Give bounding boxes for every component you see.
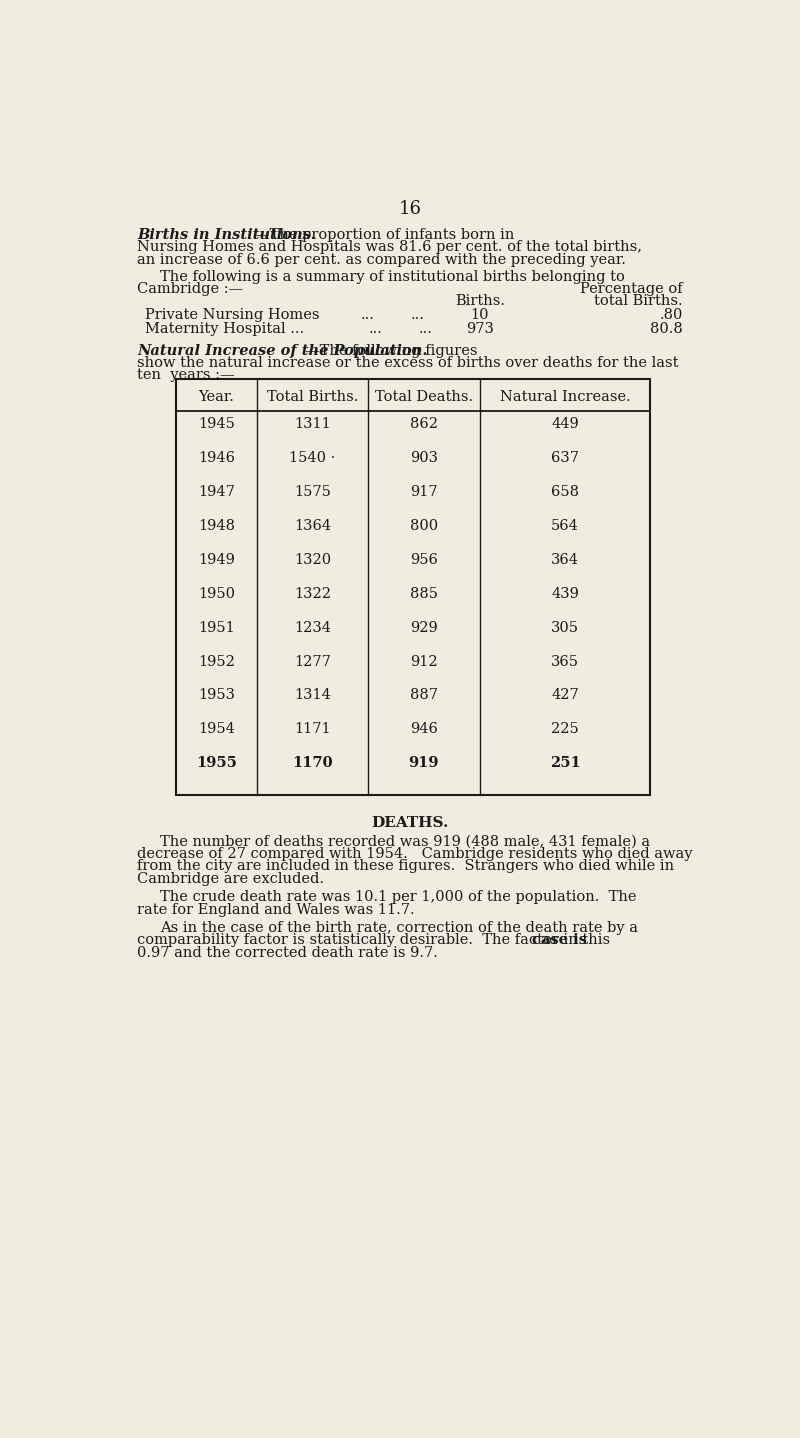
Text: decrease of 27 compared with 1954.   Cambridge residents who died away: decrease of 27 compared with 1954. Cambr… [138, 847, 693, 861]
Text: 903: 903 [410, 452, 438, 466]
Text: 912: 912 [410, 654, 438, 669]
Text: 1322: 1322 [294, 587, 331, 601]
Text: 1320: 1320 [294, 554, 331, 567]
Text: Maternity Hospital ...: Maternity Hospital ... [145, 322, 304, 336]
Text: 885: 885 [410, 587, 438, 601]
Text: 1170: 1170 [292, 756, 333, 771]
Text: 919: 919 [409, 756, 439, 771]
Text: 1953: 1953 [198, 689, 234, 702]
Text: Nursing Homes and Hospitals was 81.6 per cent. of the total births,: Nursing Homes and Hospitals was 81.6 per… [138, 240, 642, 255]
Text: 1171: 1171 [294, 722, 330, 736]
Text: 800: 800 [410, 519, 438, 533]
Text: The following is a summary of institutional births belonging to: The following is a summary of institutio… [161, 269, 626, 283]
Text: 887: 887 [410, 689, 438, 702]
Text: 1951: 1951 [198, 621, 234, 634]
Text: 1311: 1311 [294, 417, 330, 431]
Text: Cambridge :—: Cambridge :— [138, 282, 243, 296]
Text: 16: 16 [398, 200, 422, 217]
Text: Year.: Year. [198, 390, 234, 404]
Text: 929: 929 [410, 621, 438, 634]
Text: 1948: 1948 [198, 519, 234, 533]
Text: 449: 449 [551, 417, 579, 431]
Text: 1945: 1945 [198, 417, 234, 431]
Text: from the city are included in these figures.  Strangers who died while in: from the city are included in these figu… [138, 860, 674, 873]
Text: 917: 917 [410, 485, 438, 499]
Text: 658: 658 [551, 485, 579, 499]
Text: an increase of 6.6 per cent. as compared with the preceding year.: an increase of 6.6 per cent. as compared… [138, 253, 626, 266]
Text: case is: case is [532, 933, 586, 948]
Text: 1314: 1314 [294, 689, 330, 702]
Text: 1277: 1277 [294, 654, 330, 669]
Bar [176, 380, 650, 795]
Text: The number of deaths recorded was 919 (488 male, 431 female) a: The number of deaths recorded was 919 (4… [161, 835, 650, 848]
Text: Total Deaths.: Total Deaths. [375, 390, 473, 404]
Text: Cambridge are excluded.: Cambridge are excluded. [138, 871, 324, 886]
Text: 427: 427 [551, 689, 579, 702]
Text: .80: .80 [659, 308, 683, 322]
Text: 1946: 1946 [198, 452, 234, 466]
Text: rate for England and Wales was 11.7.: rate for England and Wales was 11.7. [138, 903, 415, 916]
Text: 1955: 1955 [196, 756, 237, 771]
Text: —The proportion of infants born in: —The proportion of infants born in [255, 229, 514, 242]
Text: ...: ... [411, 308, 425, 322]
Text: 862: 862 [410, 417, 438, 431]
Text: 305: 305 [551, 621, 579, 634]
Text: 637: 637 [551, 452, 579, 466]
Text: 1540 ·: 1540 · [290, 452, 335, 466]
Text: 80.8: 80.8 [650, 322, 683, 336]
Text: 973: 973 [466, 322, 494, 336]
Text: 564: 564 [551, 519, 579, 533]
Text: Natural Increase of the Population.: Natural Increase of the Population. [138, 344, 428, 358]
Text: The crude death rate was 10.1 per 1,000 of the population.  The: The crude death rate was 10.1 per 1,000 … [161, 890, 637, 905]
Text: total Births.: total Births. [594, 295, 683, 308]
Text: Private Nursing Homes: Private Nursing Homes [145, 308, 319, 322]
Text: Births.: Births. [454, 295, 505, 308]
Text: 1949: 1949 [198, 554, 234, 567]
Text: 956: 956 [410, 554, 438, 567]
Text: 251: 251 [550, 756, 580, 771]
Text: Births in Institutions.: Births in Institutions. [138, 229, 316, 242]
Text: 1952: 1952 [198, 654, 234, 669]
Text: 225: 225 [551, 722, 579, 736]
Text: Total Births.: Total Births. [266, 390, 358, 404]
Text: show the natural increase or the excess of births over deaths for the last: show the natural increase or the excess … [138, 355, 678, 370]
Text: comparability factor is statistically desirable.  The factor in this: comparability factor is statistically de… [138, 933, 615, 948]
Text: 1947: 1947 [198, 485, 234, 499]
Text: 364: 364 [551, 554, 579, 567]
Text: Percentage of: Percentage of [580, 282, 683, 296]
Text: ten  years :—: ten years :— [138, 368, 235, 383]
Text: —The following figures: —The following figures [306, 344, 478, 358]
Text: DEATHS.: DEATHS. [371, 817, 449, 830]
Text: 1234: 1234 [294, 621, 331, 634]
Text: 365: 365 [551, 654, 579, 669]
Text: 946: 946 [410, 722, 438, 736]
Text: 1364: 1364 [294, 519, 331, 533]
Text: 10: 10 [470, 308, 489, 322]
Text: ...: ... [418, 322, 433, 336]
Text: As in the case of the birth rate, correction of the death rate by a: As in the case of the birth rate, correc… [161, 920, 638, 935]
Text: ...: ... [368, 322, 382, 336]
Text: Natural Increase.: Natural Increase. [500, 390, 630, 404]
Text: 0.97 and the corrected death rate is 9.7.: 0.97 and the corrected death rate is 9.7… [138, 946, 438, 959]
Text: 1950: 1950 [198, 587, 234, 601]
Text: ...: ... [361, 308, 374, 322]
Text: 1575: 1575 [294, 485, 330, 499]
Text: 1954: 1954 [198, 722, 234, 736]
Text: 439: 439 [551, 587, 579, 601]
